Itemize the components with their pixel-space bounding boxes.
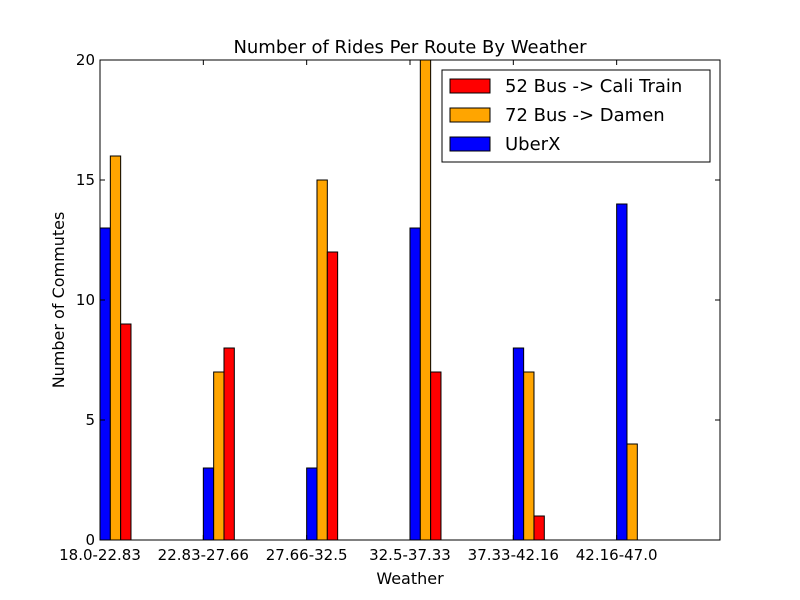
y-axis-label: Number of Commutes bbox=[49, 212, 68, 389]
legend-swatch-damen bbox=[449, 107, 491, 123]
y-tick-label-2: 10 bbox=[76, 291, 95, 309]
y-tick-label-4: 20 bbox=[76, 51, 95, 69]
bar-cali-train-1 bbox=[223, 347, 235, 541]
bars-layer bbox=[99, 59, 638, 541]
bar-cali-train-0 bbox=[120, 323, 132, 541]
bar-cali-train-2 bbox=[326, 251, 339, 541]
y-tick-label-1: 5 bbox=[85, 411, 95, 429]
x-tick-label-1: 22.83-27.66 bbox=[158, 546, 249, 564]
x-tick-label-3: 32.5-37.33 bbox=[369, 546, 451, 564]
x-axis-label: Weather bbox=[376, 569, 444, 588]
bar-uberx-1 bbox=[202, 467, 215, 541]
x-tick-label-0: 18.0-22.83 bbox=[59, 546, 141, 564]
bar-cali-train-4 bbox=[533, 515, 545, 541]
bar-damen-0 bbox=[109, 155, 122, 541]
bar-uberx-5 bbox=[616, 203, 628, 541]
x-axis: 18.0-22.83 22.83-27.66 27.66-32.5 32.5-37.3… bbox=[59, 60, 658, 564]
x-tick-label-5: 42.16-47.0 bbox=[576, 546, 658, 564]
legend: 52 Bus -> Cali Train 72 Bus -> Damen UberX bbox=[441, 69, 711, 163]
bar-damen-1 bbox=[213, 371, 225, 541]
bar-uberx-4 bbox=[512, 347, 525, 541]
x-tick-label-4: 37.33-42.16 bbox=[468, 546, 559, 564]
legend-label-cali-train: 52 Bus -> Cali Train bbox=[505, 76, 682, 97]
legend-swatch-uberx bbox=[449, 136, 491, 152]
y-tick-label-3: 15 bbox=[76, 171, 95, 189]
chart-title: Number of Rides Per Route By Weather bbox=[233, 37, 587, 58]
bar-damen-3 bbox=[419, 59, 432, 541]
legend-label-damen: 72 Bus -> Damen bbox=[505, 105, 665, 126]
legend-swatch-cali-train bbox=[449, 78, 491, 94]
bar-uberx-3 bbox=[409, 227, 421, 541]
bar-cali-train-3 bbox=[430, 371, 442, 541]
bar-damen-2 bbox=[316, 179, 328, 541]
bar-uberx-2 bbox=[306, 467, 318, 541]
bar-damen-5 bbox=[626, 443, 638, 541]
x-tick-label-2: 27.66-32.5 bbox=[266, 546, 348, 564]
y-axis: 0 5 10 15 20 bbox=[76, 51, 720, 549]
bar-uberx-0 bbox=[99, 227, 111, 541]
y-tick-label-0: 0 bbox=[85, 531, 95, 549]
bar-damen-4 bbox=[523, 371, 535, 541]
legend-label-uberx: UberX bbox=[505, 134, 560, 155]
